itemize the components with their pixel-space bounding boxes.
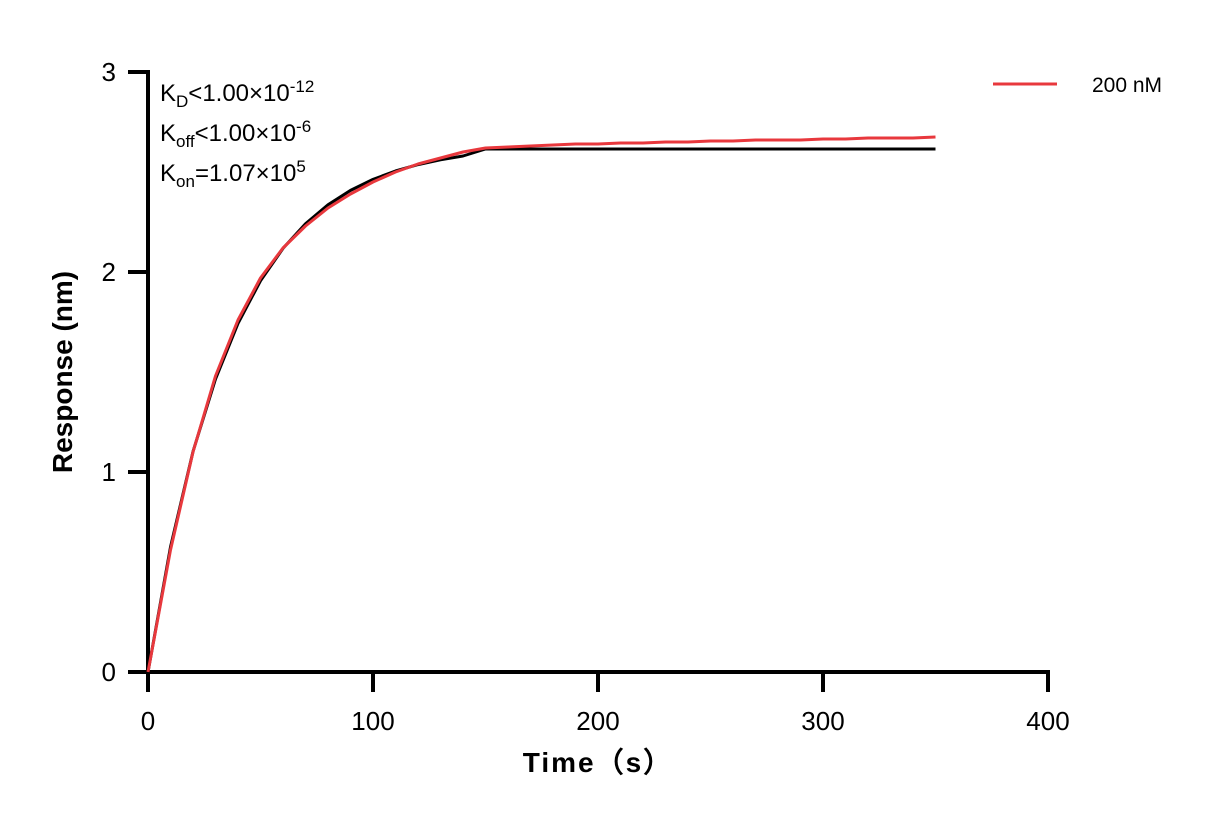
y-tick-label: 1 (102, 457, 116, 487)
x-tick-label: 100 (351, 706, 394, 736)
y-tick-label: 2 (102, 257, 116, 287)
kd-annotation: KD<1.00×10-12 (160, 77, 315, 111)
x-tick-label: 400 (1026, 706, 1069, 736)
koff-annotation: Koff<1.00×10-6 (160, 117, 312, 151)
kon-annotation: Kon=1.07×105 (160, 157, 306, 191)
y-tick-label: 0 (102, 657, 116, 687)
legend-label: 200 nM (1092, 74, 1162, 97)
x-tick-label: 200 (576, 706, 619, 736)
y-tick-label: 3 (102, 57, 116, 87)
fit-curve (146, 147, 936, 673)
x-tick-label: 300 (801, 706, 844, 736)
y-axis-label: Response (nm) (47, 271, 78, 473)
series-line-200nm (146, 135, 936, 673)
x-axis-label: Time（s） (523, 746, 673, 778)
x-tick-label: 0 (141, 706, 155, 736)
